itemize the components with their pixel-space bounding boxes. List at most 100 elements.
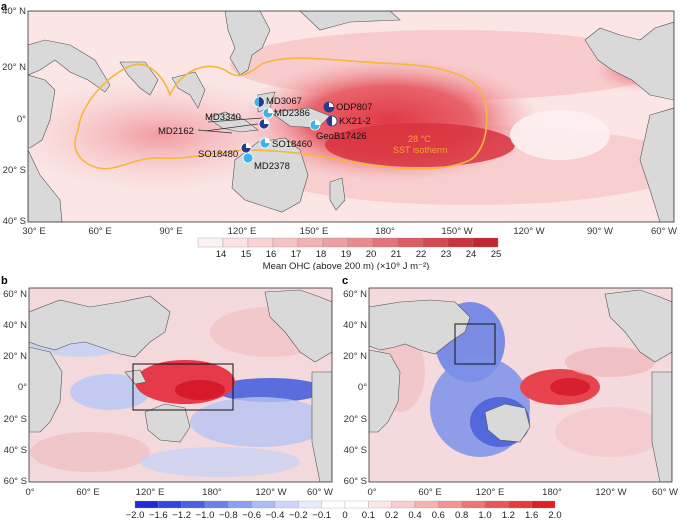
colorbar-swatch [272,237,299,248]
colorbar-tick-label: 0.2 [385,510,398,520]
site-label: MD2386 [274,108,310,119]
colorbar-swatch [391,500,416,509]
colorbar-tick-label: 14 [216,249,227,260]
lon-tick: 150° W [441,226,472,237]
colorbar-tick-label: −1.2 [172,510,191,520]
colorbar-swatch [508,500,532,509]
colorbar-swatch [461,500,486,509]
lon-tick: 180° [375,226,395,237]
lat-tick: 40° N [3,320,27,331]
panel-a-land [28,11,674,222]
lon-tick: 30° E [22,226,45,237]
lat-tick: 20° S [3,165,26,176]
site-label: SO18460 [272,139,312,150]
lon-tick: 120° E [136,487,165,498]
lon-tick: 60° E [418,487,441,498]
colorbar-swatch [297,237,324,248]
colorbar-tick-label: 23 [441,249,452,260]
lat-tick: 20° N [2,62,26,73]
colorbar-swatch [531,500,556,509]
colorbar-tick-label: −1.6 [149,510,168,520]
panel-c-frame [368,287,673,483]
site-marker-kx21-2: KX21-2 [326,115,371,127]
core-sites: MD3067 ODP807 MD2386 MD3340 KX21-2 MD216… [158,96,372,172]
colorbar-tick-label: 2.0 [548,510,561,520]
colorbar-swatch [134,500,159,509]
colorbar-swatch [222,237,249,248]
panel-a-lon-axis: 30° E 60° E 90° E 120° E 150° E 180° 150… [22,226,677,237]
colorbar-swatch [422,237,449,248]
lat-tick: 0° [358,382,367,393]
panel-a-colorbar-title: Mean OHC (above 200 m) (×10⁹ J m⁻²) [263,261,430,270]
panel-b-lon-axis: 0° 60° E 120° E 180° 120° W 60° W [25,487,333,498]
lon-tick: 0° [25,487,34,498]
lon-tick: 90° W [587,226,613,237]
lon-tick: 120° W [595,487,626,498]
colorbar-tick-label: 18 [316,249,327,260]
colorbar-swatch [298,500,322,509]
lat-tick: 40° S [344,445,367,456]
lon-tick: 180° [202,487,222,498]
colorbar-tick-label: 19 [341,249,352,260]
lon-tick: 120° W [513,226,544,237]
colorbar-swatch [368,500,392,509]
colorbar-swatch [322,237,349,248]
colorbar-swatch [321,500,346,509]
panel-b-letter: b [1,275,8,287]
colorbar-tick-label: 20 [366,249,377,260]
colorbar-swatch [472,237,499,248]
lon-tick: 60° W [652,487,678,498]
colorbar-tick-label: 1.0 [478,510,491,520]
lat-tick: 40° N [343,320,367,331]
site-label: ODP807 [336,102,372,113]
colorbar-swatch [251,500,276,509]
site-marker-md2378: MD2378 [242,152,290,172]
lon-tick: 60° W [307,487,333,498]
lon-tick: 60° W [651,226,677,237]
lon-tick: 0° [367,487,376,498]
lat-tick: 0° [17,114,26,125]
lat-tick: 40° S [4,445,27,456]
colorbar-tick-label: −0.8 [219,510,238,520]
panel-b-region-box [132,363,234,411]
lon-tick: 60° E [88,226,111,237]
colorbar-tick-label: 0.8 [455,510,468,520]
lon-tick: 120° W [255,487,286,498]
lat-tick: 60° S [344,476,367,487]
site-marker-geob17426: GeoB17426 [309,119,367,142]
warm-pool-core [325,123,515,167]
site-label: KX21-2 [339,116,371,127]
colorbar-tick-label: 0.4 [408,510,421,520]
panel-a-letter: a [1,1,8,13]
colorbar-tick-label: 17 [291,249,302,260]
lon-tick: 120° E [228,226,257,237]
colorbar-tick-label: 24 [466,249,477,260]
lat-tick: 0° [18,382,27,393]
panel-c-region-box [454,323,496,365]
colorbar-tick-label: −0.6 [242,510,261,520]
site-marker-md3067: MD3067 [253,96,302,108]
colorbar-tick-label: −1.0 [196,510,215,520]
bottom-colorbar: −2.0 −1.6 −1.2 −1.0 −0.8 −0.6 −0.4 −0.2 −0.1 0 0.1… [126,500,562,520]
panel-b-land [29,289,332,482]
colorbar-swatch [484,500,509,509]
east-pacific-cool [510,110,610,160]
sst-isotherm-28c [74,57,488,170]
colorbar-swatch [181,500,206,509]
panel-b-map: b 60° N 40° N 20° N 0° 20° S 40° S 60° S… [1,275,333,498]
lon-tick: 180° [542,487,562,498]
colorbar-swatch [204,500,229,509]
colorbar-swatch [447,237,474,248]
panel-a-lat-axis: 40° N 20° N 0° 20° S 40° S [2,6,26,227]
panel-a-frame [27,10,675,223]
lat-tick: 60° N [3,289,27,300]
isotherm-label-text: SST isotherm [393,145,447,155]
panel-c-lat-axis: 60° N 40° N 20° N 0° 20° S 40° S 60° S [343,289,367,487]
site-label: MD2378 [254,161,290,172]
lat-tick: 60° N [343,289,367,300]
colorbar-swatch [228,500,252,509]
colorbar-tick-label: 0.1 [362,510,375,520]
colorbar-tick-label: 25 [491,249,502,260]
colorbar-tick-label: 15 [241,249,252,260]
site-marker-so18460: SO18460 [259,137,312,150]
